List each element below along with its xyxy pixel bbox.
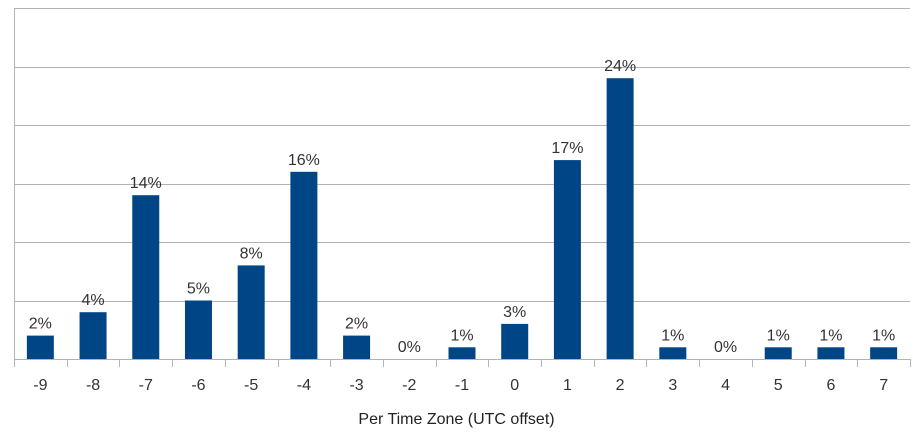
data-label: 5% bbox=[187, 281, 210, 298]
data-label: 1% bbox=[661, 327, 684, 344]
x-tick-label: 1 bbox=[563, 377, 572, 394]
data-label: 17% bbox=[551, 140, 583, 157]
bar bbox=[26, 335, 54, 359]
x-tick-label: 7 bbox=[879, 377, 888, 394]
bar bbox=[764, 347, 792, 359]
bar bbox=[448, 347, 476, 359]
bar bbox=[237, 265, 265, 359]
data-label: 1% bbox=[872, 327, 895, 344]
data-label: 1% bbox=[767, 327, 790, 344]
x-tick-label: 2 bbox=[616, 377, 625, 394]
data-label: 4% bbox=[81, 292, 104, 309]
data-label: 16% bbox=[288, 152, 320, 169]
x-tick-label: 4 bbox=[721, 377, 730, 394]
x-tick-label: 6 bbox=[826, 377, 835, 394]
x-tick-label: -1 bbox=[455, 377, 469, 394]
data-label: 2% bbox=[29, 316, 52, 333]
x-axis-title: Per Time Zone (UTC offset) bbox=[358, 411, 555, 428]
data-label: 1% bbox=[819, 327, 842, 344]
bar bbox=[659, 347, 687, 359]
data-label: 8% bbox=[240, 245, 263, 262]
bar bbox=[184, 300, 212, 359]
bar bbox=[553, 160, 581, 359]
bar bbox=[501, 323, 529, 359]
x-tick-label: 5 bbox=[774, 377, 783, 394]
x-tick-label: -2 bbox=[402, 377, 416, 394]
gridlines bbox=[14, 8, 910, 302]
data-label: 0% bbox=[398, 339, 421, 356]
x-tick-label: -7 bbox=[139, 377, 153, 394]
bar-series bbox=[26, 78, 898, 359]
x-tick-label: 3 bbox=[668, 377, 677, 394]
bar bbox=[79, 312, 107, 359]
bar bbox=[343, 335, 371, 359]
bar bbox=[132, 195, 160, 359]
x-tick-label: -3 bbox=[349, 377, 363, 394]
x-tick-label: -5 bbox=[244, 377, 258, 394]
bar bbox=[817, 347, 845, 359]
x-tick-label: -8 bbox=[86, 377, 100, 394]
x-axis: -9 -8 -7 -6 -5 -4 -3 -2 -1 0 1 2 3 4 5 6 7 bbox=[14, 8, 911, 394]
x-tick-label: -6 bbox=[191, 377, 205, 394]
data-label: 2% bbox=[345, 316, 368, 333]
data-label: 0% bbox=[714, 339, 737, 356]
data-label: 14% bbox=[130, 175, 162, 192]
x-tick-label: -9 bbox=[33, 377, 47, 394]
bar bbox=[870, 347, 898, 359]
data-label: 1% bbox=[450, 327, 473, 344]
data-labels: 2% 4% 14% 5% 8% 16% 2% 0% 1% 3% 17% 24% 1% 0% 1% 1% 1% bbox=[29, 58, 895, 356]
x-tick-label: 0 bbox=[510, 377, 519, 394]
data-label: 24% bbox=[604, 58, 636, 75]
bar bbox=[290, 171, 318, 359]
x-tick-label: -4 bbox=[297, 377, 311, 394]
bar bbox=[606, 78, 634, 359]
data-label: 3% bbox=[503, 304, 526, 321]
